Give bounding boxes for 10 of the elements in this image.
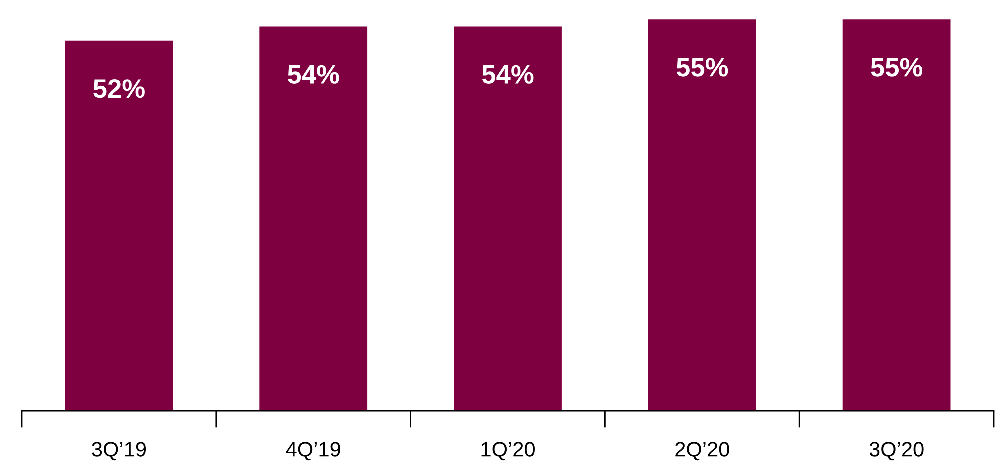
- x-tick-label: 4Q’19: [286, 442, 340, 461]
- x-tick-label: 1Q’20: [482, 442, 535, 461]
- x-tick-label: 3Q’20: [870, 442, 924, 461]
- data-label: 54%: [288, 65, 340, 84]
- x-tick-label: 2Q’20: [676, 442, 730, 461]
- data-label: 54%: [482, 65, 534, 84]
- data-label: 52%: [94, 80, 145, 98]
- x-tick-label: 3Q’19: [92, 442, 146, 461]
- data-label: 55%: [871, 58, 923, 77]
- data-label: 55%: [676, 58, 728, 77]
